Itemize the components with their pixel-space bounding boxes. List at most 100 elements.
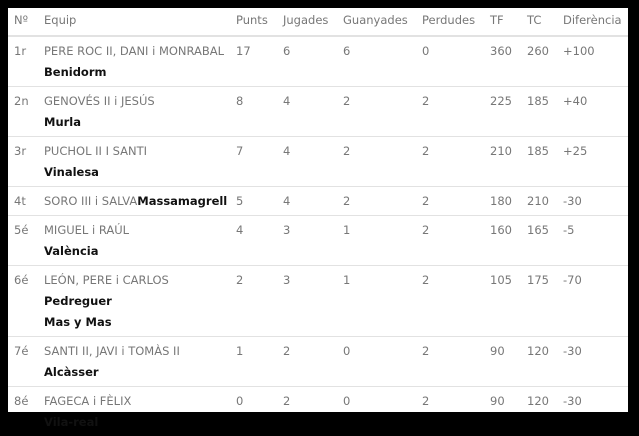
played-cell: 4 <box>277 187 337 216</box>
tc-cell: 185 <box>521 137 557 187</box>
lost-cell: 2 <box>416 387 484 436</box>
tc-cell: 260 <box>521 36 557 87</box>
header-won[interactable]: Guanyades <box>337 8 416 36</box>
difference-cell: +40 <box>557 87 628 137</box>
club-name: Vinalesa <box>44 165 99 179</box>
team-cell: PERE ROC II, DANI i MONRABAL Benidorm <box>38 36 230 87</box>
club-name: Pedreguer <box>44 294 112 308</box>
lost-cell: 0 <box>416 36 484 87</box>
tf-cell: 210 <box>484 137 521 187</box>
header-played[interactable]: Jugades <box>277 8 337 36</box>
lost-cell: 2 <box>416 266 484 337</box>
tf-cell: 90 <box>484 387 521 436</box>
tf-cell: 105 <box>484 266 521 337</box>
points-cell: 4 <box>230 216 277 266</box>
points-cell: 17 <box>230 36 277 87</box>
points-cell: 7 <box>230 137 277 187</box>
header-points[interactable]: Punts <box>230 8 277 36</box>
team-cell: SANTI II, JAVI i TOMÀS II Alcàsser <box>38 337 230 387</box>
difference-cell: -5 <box>557 216 628 266</box>
players-name: LEÓN, PERE i CARLOS <box>44 273 169 287</box>
header-difference[interactable]: Diferència <box>557 8 628 36</box>
players-name: PERE ROC II, DANI i MONRABAL <box>44 44 224 58</box>
tf-cell: 90 <box>484 337 521 387</box>
won-cell: 2 <box>337 87 416 137</box>
won-cell: 0 <box>337 387 416 436</box>
difference-cell: -30 <box>557 337 628 387</box>
players-name: PUCHOL II I SANTI <box>44 144 147 158</box>
team-cell: MIGUEL i RAÚL València <box>38 216 230 266</box>
points-cell: 5 <box>230 187 277 216</box>
position-cell: 2n <box>8 87 38 137</box>
club-name: Benidorm <box>44 65 106 79</box>
played-cell: 2 <box>277 337 337 387</box>
club-name: Murla <box>44 115 81 129</box>
won-cell: 0 <box>337 337 416 387</box>
position-cell: 7é <box>8 337 38 387</box>
header-tc[interactable]: TC <box>521 8 557 36</box>
difference-cell: -70 <box>557 266 628 337</box>
lost-cell: 2 <box>416 137 484 187</box>
position-cell: 1r <box>8 36 38 87</box>
header-lost[interactable]: Perdudes <box>416 8 484 36</box>
players-name: SORO III i SALVA <box>44 194 137 208</box>
position-cell: 5é <box>8 216 38 266</box>
club-name: Massamagrell <box>137 194 227 208</box>
team-cell: PUCHOL II I SANTI Vinalesa <box>38 137 230 187</box>
position-cell: 4t <box>8 187 38 216</box>
played-cell: 2 <box>277 387 337 436</box>
tf-cell: 360 <box>484 36 521 87</box>
points-cell: 1 <box>230 337 277 387</box>
club-name: València <box>44 244 98 258</box>
difference-cell: +25 <box>557 137 628 187</box>
points-cell: 8 <box>230 87 277 137</box>
players-name: MIGUEL i RAÚL <box>44 223 129 237</box>
difference-cell: +100 <box>557 36 628 87</box>
won-cell: 2 <box>337 187 416 216</box>
points-cell: 2 <box>230 266 277 337</box>
tf-cell: 180 <box>484 187 521 216</box>
played-cell: 4 <box>277 87 337 137</box>
tc-cell: 120 <box>521 387 557 436</box>
players-name: SANTI II, JAVI i TOMÀS II <box>44 344 180 358</box>
position-cell: 6é <box>8 266 38 337</box>
won-cell: 6 <box>337 36 416 87</box>
club-name: Vila-real <box>44 415 98 429</box>
position-cell: 3r <box>8 137 38 187</box>
header-team[interactable]: Equip <box>38 8 230 36</box>
lost-cell: 2 <box>416 337 484 387</box>
tf-cell: 225 <box>484 87 521 137</box>
difference-cell: -30 <box>557 387 628 436</box>
club-name: Alcàsser <box>44 365 99 379</box>
tc-cell: 185 <box>521 87 557 137</box>
tf-cell: 160 <box>484 216 521 266</box>
tc-cell: 120 <box>521 337 557 387</box>
header-tf[interactable]: TF <box>484 8 521 36</box>
tc-cell: 165 <box>521 216 557 266</box>
lost-cell: 2 <box>416 87 484 137</box>
played-cell: 3 <box>277 216 337 266</box>
won-cell: 1 <box>337 216 416 266</box>
header-position[interactable]: Nº <box>8 8 38 36</box>
team-cell: SORO III i SALVAMassamagrell <box>38 187 230 216</box>
points-cell: 0 <box>230 387 277 436</box>
won-cell: 1 <box>337 266 416 337</box>
lost-cell: 2 <box>416 187 484 216</box>
won-cell: 2 <box>337 137 416 187</box>
played-cell: 6 <box>277 36 337 87</box>
played-cell: 4 <box>277 137 337 187</box>
tc-cell: 210 <box>521 187 557 216</box>
played-cell: 3 <box>277 266 337 337</box>
position-cell: 8é <box>8 387 38 436</box>
